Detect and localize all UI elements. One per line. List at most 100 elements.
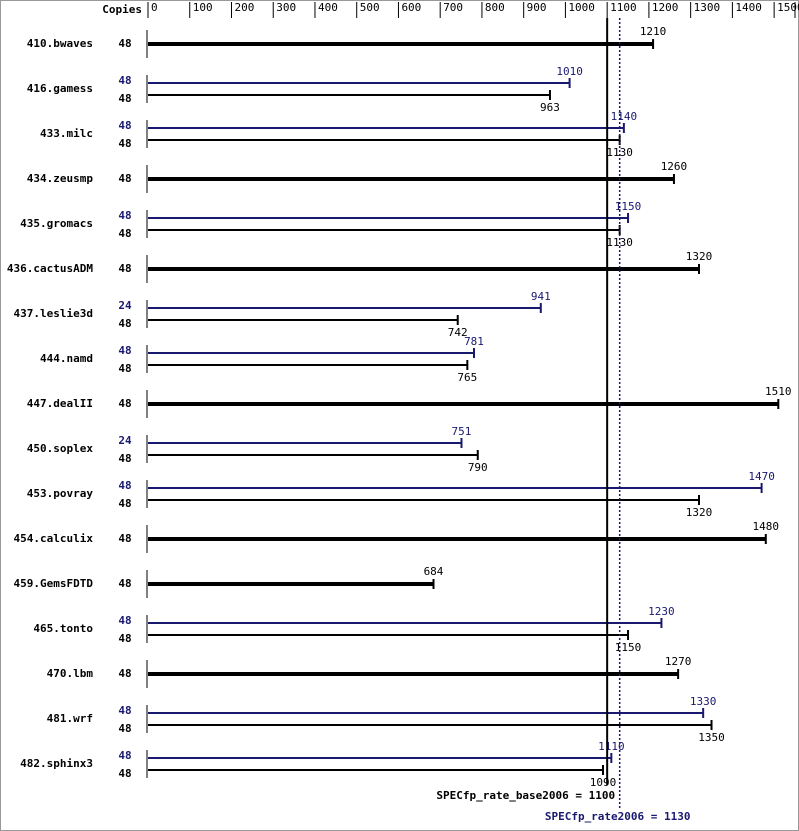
copies-label: 48 [118,397,131,410]
copies-label: 48 [118,497,131,510]
copies-label: 48 [118,227,131,240]
value-label: 790 [468,461,488,474]
x-tick-label: 900 [527,1,547,14]
value-label: 1260 [661,160,688,173]
category-label: 447.dealII [27,397,93,410]
bar [148,634,629,636]
value-label: 1210 [640,25,667,38]
category-label: 436.cactusADM [7,262,93,275]
copies-label: 48 [118,749,131,762]
category-label: 470.lbm [47,667,94,680]
x-tick-label: 700 [443,1,463,14]
copies-label: 48 [118,667,131,680]
bar [148,267,699,271]
value-label: 1350 [698,731,725,744]
copies-label: 48 [118,74,131,87]
bar [148,42,654,46]
copies-label: 48 [118,37,131,50]
bar [148,582,434,586]
copies-label: 48 [118,92,131,105]
bar [148,139,620,141]
copies-label: 48 [118,262,131,275]
x-tick-label: 400 [318,1,338,14]
bar [148,622,662,624]
value-label: 1090 [590,776,617,789]
x-tick-label: 600 [401,1,421,14]
value-label: 1510 [765,385,792,398]
bar [148,769,603,771]
value-label: 684 [424,565,444,578]
bar [148,712,704,714]
copies-label: 24 [118,434,132,447]
category-label: 434.zeusmp [27,172,94,185]
copies-label: 48 [118,119,131,132]
value-label: 1330 [690,695,717,708]
copies-label: 48 [118,172,131,185]
value-label: 941 [531,290,551,303]
value-label: 1140 [611,110,638,123]
x-tick-label: 1100 [610,1,637,14]
bar [148,402,779,406]
reference-label: SPECfp_rate2006 = 1130 [545,810,691,823]
x-tick-label: 500 [360,1,380,14]
value-label: 742 [448,326,468,339]
copies-label: 48 [118,722,131,735]
bar [148,537,766,541]
category-label: 459.GemsFDTD [14,577,94,590]
value-label: 1270 [665,655,692,668]
copies-label: 48 [118,767,131,780]
x-tick-label: 1200 [652,1,679,14]
x-tick-label: 800 [485,1,505,14]
value-label: 751 [452,425,472,438]
x-tick-label: 300 [276,1,296,14]
copies-label: 48 [118,362,131,375]
copies-label: 48 [118,209,131,222]
value-label: 765 [457,371,477,384]
bar [148,724,712,726]
category-label: 435.gromacs [20,217,93,230]
copies-label: 48 [118,344,131,357]
category-label: 450.soplex [27,442,94,455]
copies-header: Copies [102,3,142,16]
category-label: 454.calculix [14,532,94,545]
bar [148,454,478,456]
copies-label: 48 [118,704,131,717]
x-tick-label: 1500 [777,1,799,14]
category-label: 437.leslie3d [14,307,93,320]
value-label: 1230 [648,605,675,618]
category-label: 433.milc [40,127,93,140]
reference-label: SPECfp_rate_base2006 = 1100 [436,789,615,802]
category-label: 416.gamess [27,82,93,95]
bar [148,82,570,84]
category-label: 482.sphinx3 [20,757,93,770]
copies-label: 48 [118,317,131,330]
bar [148,442,462,444]
value-label: 1150 [615,641,642,654]
value-label: 1320 [686,250,713,263]
copies-label: 24 [118,299,132,312]
x-tick-label: 200 [234,1,254,14]
bar [148,94,550,96]
copies-label: 48 [118,614,131,627]
bar [148,352,475,354]
copies-label: 48 [118,479,131,492]
bar [148,217,629,219]
category-label: 453.povray [27,487,94,500]
bar [148,177,674,181]
bar [148,364,468,366]
x-tick-label: 1000 [568,1,595,14]
copies-label: 48 [118,632,131,645]
bar [148,487,762,489]
copies-label: 48 [118,452,131,465]
category-label: 481.wrf [47,712,93,725]
bar [148,307,541,309]
category-label: 465.tonto [33,622,93,635]
value-label: 1480 [753,520,780,533]
x-tick-label: 100 [193,1,213,14]
bar [148,672,679,676]
bar [148,229,620,231]
value-label: 1010 [556,65,583,78]
